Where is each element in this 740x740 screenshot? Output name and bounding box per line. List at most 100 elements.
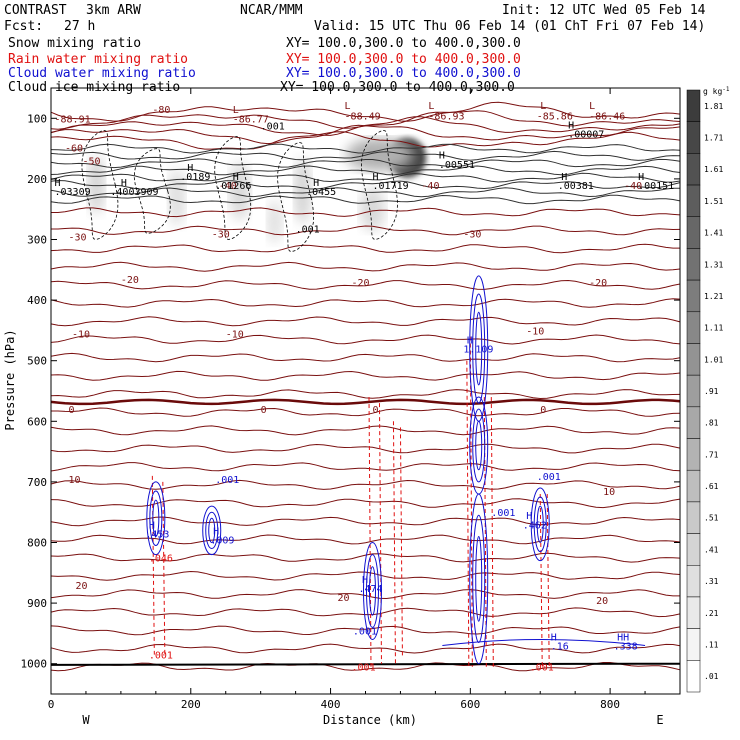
isotherm-label-11: -20: [589, 278, 607, 289]
extrema-label-33: .001: [215, 475, 239, 486]
extrema-label-21: .4003909: [110, 187, 158, 198]
isotherm-23: [50, 389, 681, 400]
colorbar-label-11: .71: [704, 450, 719, 459]
isotherm-label-8: -30: [463, 229, 481, 240]
rain-contour-1: [162, 481, 166, 655]
isotherm-31: [50, 534, 681, 545]
snow-blob-2: [359, 187, 386, 232]
cloud-water-contour-1-1: [205, 511, 219, 550]
cloud-water-contour-2-1: [365, 554, 379, 628]
isotherm-20: [50, 334, 681, 345]
ice-contour-4: [133, 148, 171, 234]
isotherm-26: [50, 443, 681, 454]
extrema-label-39: H: [362, 575, 368, 586]
cloud-water-contour-6-2: [530, 487, 550, 562]
cloud-water-low-band: [442, 638, 646, 647]
cloud-water-contour-3-0: [475, 311, 483, 386]
extrema-label-30: H: [638, 172, 644, 183]
isotherm-28: [50, 479, 681, 490]
colorbar-label-18: .01: [704, 672, 719, 681]
colorbar-swatch-0: [686, 89, 701, 122]
isotherm-label-18: 0: [540, 405, 546, 416]
colorbar-label-6: 1.21: [704, 292, 723, 301]
extrema-label-37: H: [213, 526, 219, 537]
extrema-label-32: .001: [296, 225, 320, 236]
model-name: 3km ARW: [86, 3, 141, 18]
isotherm-0: [50, 101, 681, 122]
isotherm-8: [50, 165, 681, 176]
isotherm-label-5: -40: [624, 181, 642, 192]
colorbar-swatch-3: [686, 184, 701, 217]
forecast-label: Fcst:: [4, 19, 44, 34]
extrema-label-12: H: [568, 120, 574, 131]
extrema-label-36: .046: [149, 554, 173, 565]
y-tick-label-0: 100: [27, 112, 47, 125]
rain-contour-7: [469, 336, 473, 667]
isotherm-10: [50, 179, 681, 190]
isotherm-5: [50, 143, 681, 154]
x-tick-label-0: 0: [48, 698, 55, 711]
isotherm-label-23: 20: [596, 596, 608, 607]
extrema-label-17: .00551: [439, 160, 475, 171]
isotherm-label-12: -10: [72, 329, 90, 340]
isotherm-7: [50, 158, 681, 169]
colorbar-label-1: 1.71: [704, 134, 723, 143]
extrema-label-48: .001: [537, 472, 561, 483]
cloud-water-contour-1-2: [202, 505, 222, 556]
colorbar-swatch-18: [686, 660, 701, 693]
isotherm-label-15: 0: [68, 405, 74, 416]
isotherm-9: [50, 172, 681, 183]
isotherm-25: [50, 425, 681, 436]
colorbar-label-17: .11: [704, 640, 719, 649]
isotherm-34: [50, 589, 680, 600]
colorbar-swatch-10: [686, 406, 701, 439]
rain-contour-9: [490, 397, 494, 667]
colorbar-label-5: 1.31: [704, 260, 723, 269]
rain-contour-11: [546, 494, 550, 667]
isotherm-32: [50, 552, 681, 563]
cloud-water-contour-4-1: [472, 408, 486, 483]
y-tick-label-6: 700: [27, 476, 47, 489]
isotherm-24: [51, 407, 681, 417]
extrema-label-51: .16: [551, 642, 569, 653]
isotherm-label-14: -10: [526, 326, 544, 337]
extrema-label-4: -88.49: [345, 111, 381, 122]
isotherm-label-0: -80: [152, 105, 170, 116]
extrema-label-29: .00381: [558, 181, 594, 192]
colorbar-label-8: 1.01: [704, 355, 723, 364]
x-tick-label-3: 600: [460, 698, 480, 711]
isotherm-21: [50, 352, 681, 363]
forecast-hour: 27 h: [64, 19, 96, 34]
colorbar-swatch-4: [686, 216, 701, 249]
isotherm-17: [50, 279, 681, 290]
isotherm-label-22: 20: [338, 593, 350, 604]
surface-line: [50, 662, 681, 666]
colorbar-swatch-13: [686, 501, 701, 534]
extrema-label-27: .01719: [372, 181, 408, 192]
rain-contour-2: [368, 397, 372, 667]
isotherm-36: [50, 625, 681, 636]
extrema-label-15: .0189: [180, 172, 210, 183]
extrema-label-43: .001: [149, 651, 173, 662]
field-cloud-water-name: Cloud water mixing ratio: [8, 66, 196, 81]
extrema-label-46: H: [526, 511, 532, 522]
y-axis-label: Pressure (hPa): [3, 329, 17, 430]
colorbar-label-15: .31: [704, 577, 719, 586]
ice-contour-1: [214, 136, 252, 240]
project-title: CONTRAST: [4, 3, 67, 18]
extrema-label-24: H: [313, 178, 319, 189]
isotherm-label-7: -30: [212, 229, 230, 240]
extrema-label-40: .474: [359, 584, 383, 595]
isotherm-22: [50, 370, 681, 381]
cloud-water-contour-5-0: [475, 535, 483, 622]
extrema-label-53: .338: [614, 642, 638, 653]
isotherm-label-2: -50: [82, 157, 100, 168]
colorbar-label-4: 1.41: [704, 229, 723, 238]
isotherm-label-3: -40: [219, 181, 237, 192]
y-tick-label-5: 600: [27, 415, 47, 428]
temperature-contours: [50, 101, 681, 672]
rain-contour-0: [151, 475, 155, 655]
cloud-water-contour-2-2: [362, 542, 382, 640]
y-tick-label-9: 1000: [21, 658, 48, 671]
